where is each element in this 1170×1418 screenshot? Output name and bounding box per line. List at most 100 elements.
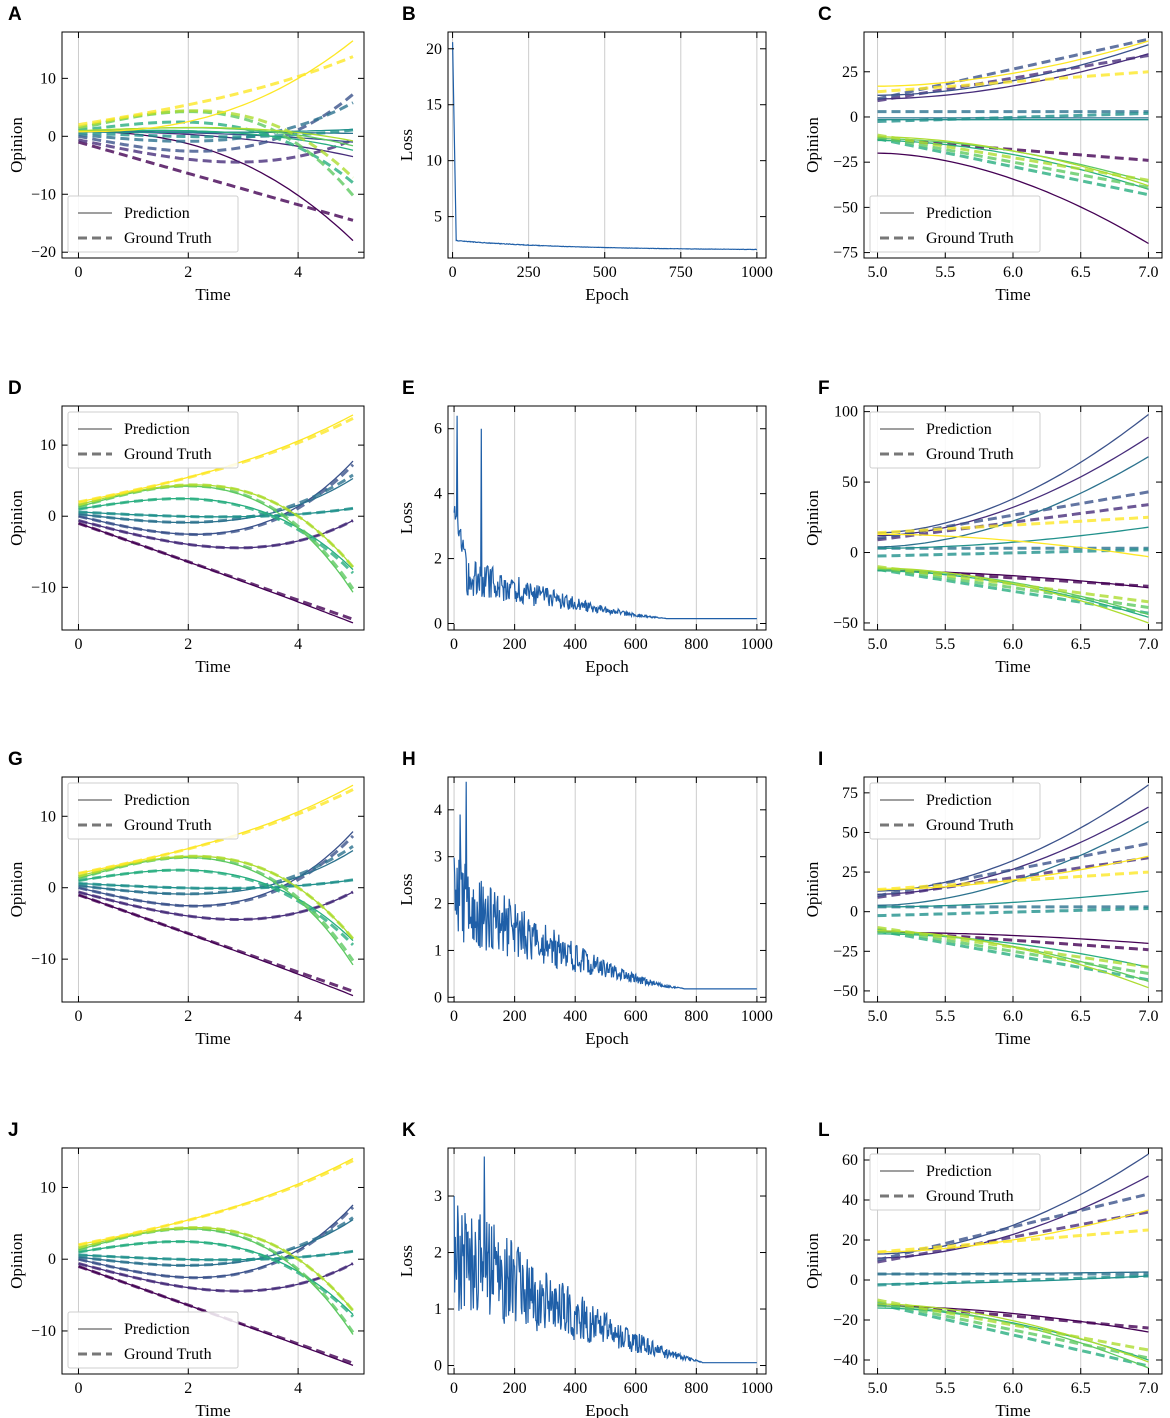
panel-E: E 0 200 400 600 800 1000 0 2 4 6 Epoch Loss <box>397 378 773 676</box>
ground-truth-series <box>877 515 1149 535</box>
ground-truth-series <box>877 1300 1149 1360</box>
panel-letter: H <box>402 749 416 770</box>
panel-I: I 5.0 5.5 6.0 6.5 7.0 −50 −25 0 25 50 75 Time Opinion… <box>803 749 1163 1048</box>
x-tick-label: 2 <box>184 1008 192 1025</box>
y-tick-label: −10 <box>31 186 56 203</box>
x-tick-label: 7.0 <box>1138 264 1158 281</box>
y-tick-label: 20 <box>842 1232 858 1249</box>
x-tick-label: 7.0 <box>1138 1380 1158 1397</box>
x-axis-label: Time <box>995 1401 1030 1418</box>
y-tick-label: 10 <box>426 153 442 170</box>
x-tick-label: 6.5 <box>1071 1380 1091 1397</box>
legend-ground-truth-label: Ground Truth <box>926 446 1014 463</box>
x-tick-label: 200 <box>503 1380 527 1397</box>
x-tick-label: 200 <box>503 636 527 653</box>
panel-K: K 0 200 400 600 800 1000 0 1 2 3 Epoch Loss <box>397 1120 773 1418</box>
y-tick-label: 100 <box>834 404 858 421</box>
y-tick-label: 0 <box>48 880 56 897</box>
x-tick-label: 2 <box>184 1380 192 1397</box>
panel-letter: E <box>402 378 415 399</box>
y-tick-label: 2 <box>434 551 442 568</box>
plot-area <box>77 414 355 624</box>
ground-truth-series <box>78 1240 355 1318</box>
prediction-series <box>78 1250 354 1261</box>
y-tick-label: −10 <box>31 579 56 596</box>
y-tick-label: −40 <box>833 1352 858 1369</box>
x-tick-label: 7.0 <box>1138 636 1158 653</box>
y-axis-label: Loss <box>397 502 416 534</box>
legend: Prediction Ground Truth <box>869 1153 1041 1211</box>
loss-series <box>453 1156 757 1364</box>
x-tick-label: 6.5 <box>1071 264 1091 281</box>
panel-G: G 0 2 4 −10 0 10 Time Opinion Prediction Ground Tr… <box>7 749 365 1048</box>
prediction-series <box>877 890 1149 908</box>
axes-frame <box>447 405 767 631</box>
y-tick-label: 0 <box>850 1272 858 1289</box>
x-axis-label: Time <box>195 1401 230 1418</box>
x-tick-label: 5.0 <box>868 636 888 653</box>
y-tick-label: 2 <box>434 896 442 913</box>
x-tick-label: 400 <box>563 636 587 653</box>
legend-prediction-label: Prediction <box>124 421 190 438</box>
x-tick-label: 800 <box>684 1380 708 1397</box>
y-axis-label: Opinion <box>803 861 822 917</box>
legend: Prediction Ground Truth <box>869 782 1041 840</box>
plot-area <box>877 37 1149 245</box>
prediction-series <box>78 894 354 997</box>
legend-ground-truth-label: Ground Truth <box>124 1346 212 1363</box>
ground-truth-series <box>877 907 1149 918</box>
y-tick-label: 10 <box>40 70 56 87</box>
plot-area <box>877 413 1149 624</box>
y-tick-label: −50 <box>833 615 858 632</box>
ground-truth-series <box>877 927 1149 975</box>
x-tick-label: 600 <box>624 636 648 653</box>
axes-frame <box>61 405 365 631</box>
x-tick-label: 0 <box>449 264 457 281</box>
prediction-series <box>877 1275 1149 1285</box>
legend: Prediction Ground Truth <box>869 411 1041 469</box>
prediction-series <box>78 850 354 895</box>
y-tick-label: 25 <box>842 864 858 881</box>
panel-D: D 0 2 4 −10 0 10 Time Opinion Prediction Ground Tr… <box>7 378 365 676</box>
x-tick-label: 5.5 <box>935 1008 955 1025</box>
prediction-series <box>78 126 354 142</box>
legend-ground-truth-label: Ground Truth <box>926 230 1014 247</box>
x-tick-label: 2 <box>184 636 192 653</box>
y-tick-label: −10 <box>31 951 56 968</box>
x-axis-label: Epoch <box>585 1401 629 1418</box>
plot-area <box>877 784 1149 989</box>
y-tick-label: −50 <box>833 199 858 216</box>
y-tick-label: 1 <box>434 942 442 959</box>
prediction-series <box>877 40 1149 87</box>
ground-truth-series <box>78 140 354 222</box>
ground-truth-series <box>877 566 1149 609</box>
y-tick-label: −50 <box>833 983 858 1000</box>
y-tick-label: 0 <box>48 1251 56 1268</box>
x-tick-label: 2 <box>184 264 192 281</box>
x-tick-label: 1000 <box>741 264 773 281</box>
panel-letter: K <box>402 1120 416 1141</box>
panel-letter: L <box>818 1120 830 1141</box>
x-tick-label: 4 <box>294 264 302 281</box>
x-axis-label: Epoch <box>585 1029 629 1048</box>
ground-truth-series <box>877 1298 1149 1352</box>
ground-truth-series <box>78 138 354 164</box>
legend-ground-truth-label: Ground Truth <box>926 817 1014 834</box>
panel-J: J 0 2 4 −10 0 10 Time Opinion Prediction Ground Tr… <box>7 1120 365 1418</box>
legend-prediction-label: Prediction <box>124 792 190 809</box>
prediction-series <box>877 152 1149 245</box>
y-tick-label: 0 <box>850 904 858 921</box>
legend-prediction-label: Prediction <box>926 792 992 809</box>
x-tick-label: 4 <box>294 1380 302 1397</box>
axes-frame <box>61 776 365 1003</box>
y-tick-label: −75 <box>833 245 858 262</box>
y-tick-label: −10 <box>31 1323 56 1340</box>
y-tick-label: 20 <box>426 41 442 58</box>
x-tick-label: 800 <box>684 1008 708 1025</box>
panel-letter: I <box>818 749 823 770</box>
ground-truth-series <box>78 120 354 184</box>
x-tick-label: 0 <box>74 1380 82 1397</box>
x-tick-label: 7.0 <box>1138 1008 1158 1025</box>
ground-truth-series <box>877 1210 1149 1264</box>
x-axis-label: Time <box>995 657 1030 676</box>
